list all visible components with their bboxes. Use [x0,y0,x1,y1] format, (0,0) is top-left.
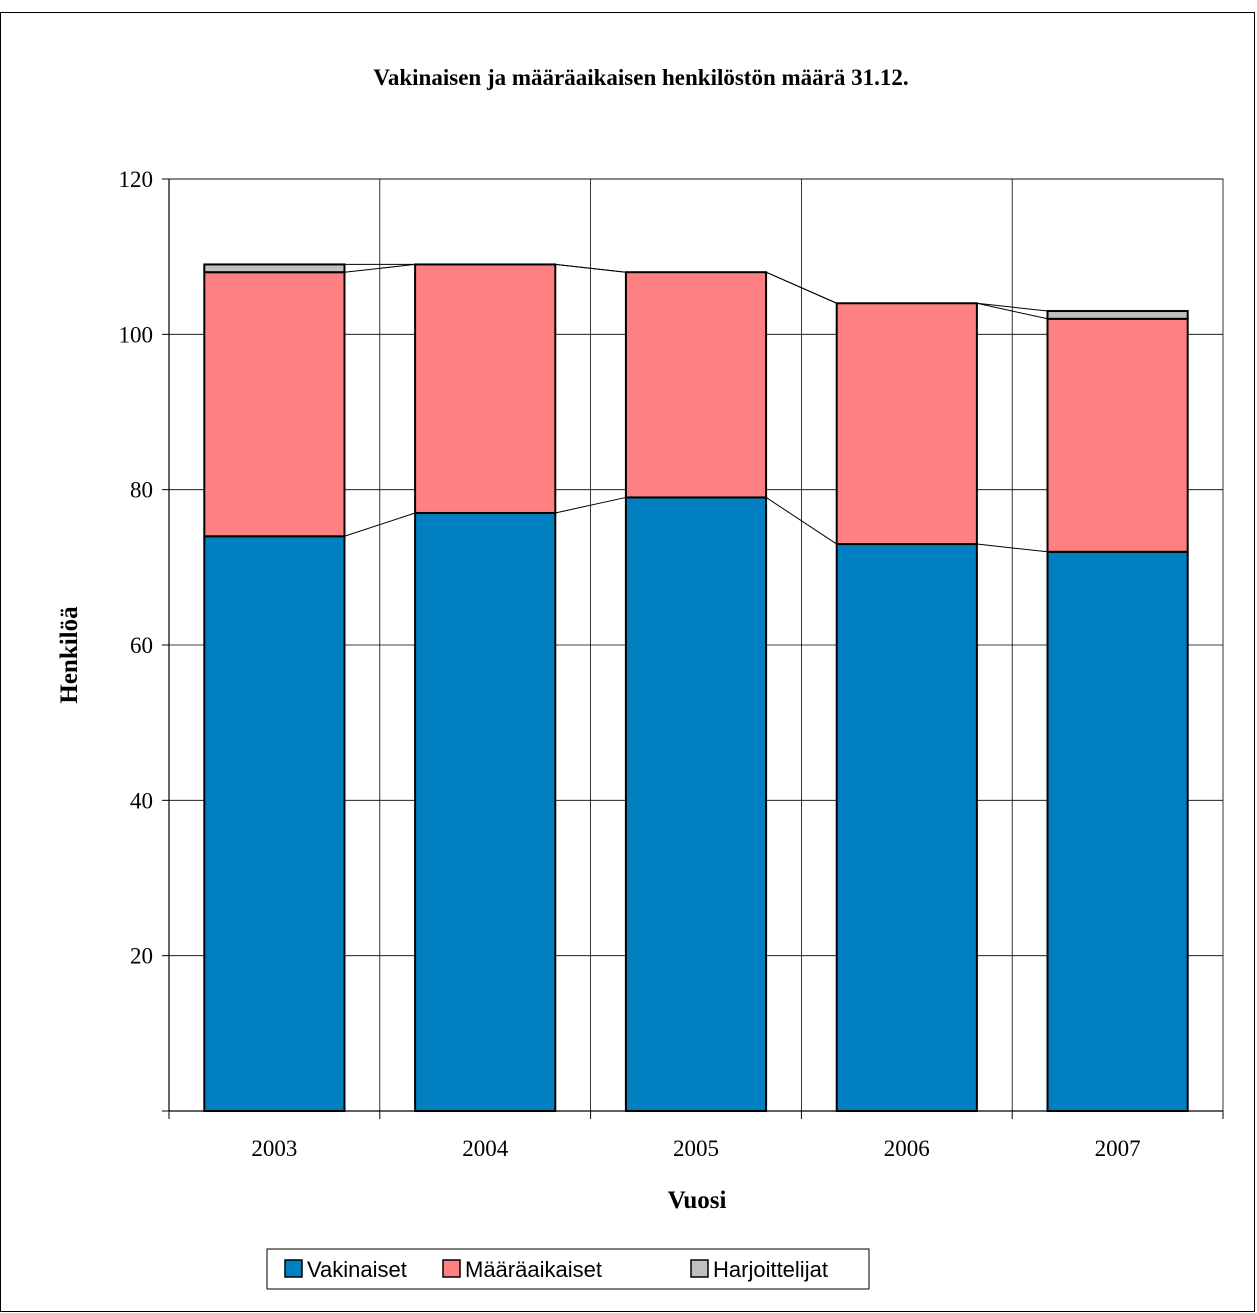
x-axis-label: Vuosi [668,1187,727,1214]
series-line-määräaikaiset [976,302,1048,320]
legend-label-määräaikaiset: Määräaikaiset [465,1257,602,1282]
legend-swatch-määräaikaiset [442,1259,461,1278]
legend: Vakinaiset Määräaikaiset Harjoittelijat [266,1248,870,1290]
bar-määräaikaiset-2003 [203,271,346,538]
bar-vakinaiset-2004 [414,511,557,1112]
series-line-harjoittelijat [765,271,837,304]
x-tick-label: 2003 [251,1136,297,1161]
bar-määräaikaiset-2005 [624,271,768,499]
series-lines [344,263,1048,553]
x-tick-label: 2005 [673,1136,719,1161]
chart-svg: Vakinaisen ja määräaikaisen henkilöstön … [56,65,1224,1290]
y-tick-label: 40 [130,788,153,813]
y-tick-label: 20 [130,944,153,969]
y-axis-label: Henkilöä [56,606,83,704]
bar-vakinaiset-2006 [835,543,978,1112]
legend-swatch-vakinaiset [284,1259,303,1278]
x-tick-label: 2007 [1095,1136,1141,1161]
chart-frame: Vakinaisen ja määräaikaisen henkilöstön … [0,12,1255,1312]
bar-määräaikaiset-2004 [414,263,557,514]
y-tick-label: 60 [130,633,153,658]
legend-swatch-harjoittelijat [690,1259,709,1278]
legend-box [266,1248,870,1290]
bar-harjoittelijat-2007 [1046,310,1189,320]
y-tick-label: 120 [119,167,154,192]
x-tick-label: 2004 [462,1136,509,1161]
legend-label-vakinaiset: Vakinaiset [307,1257,407,1282]
bar-harjoittelijat-2003 [203,263,346,274]
chart-title: Vakinaisen ja määräaikaisen henkilöstön … [373,65,908,90]
bar-määräaikaiset-2007 [1046,317,1189,553]
y-tick-label: 100 [119,322,154,347]
y-tick-label: 80 [130,478,153,503]
series-line-harjoittelijat [976,302,1048,312]
series-line-määräaikaiset [344,263,416,273]
series-line-vakinaiset [765,497,837,545]
bar-layer [203,263,1189,1112]
x-tick-label: 2006 [884,1136,930,1161]
series-line-harjoittelijat [555,263,626,273]
bar-määräaikaiset-2006 [835,302,978,546]
bar-vakinaiset-2005 [624,496,768,1112]
series-line-vakinaiset [555,496,627,514]
bar-vakinaiset-2003 [203,535,346,1112]
series-line-vakinaiset [976,543,1048,553]
series-line-vakinaiset [344,512,416,537]
legend-label-harjoittelijat: Harjoittelijat [713,1257,828,1282]
axis-layer: 20 40 60 80 100 120 2003 2004 2005 2006 2007 [119,167,1224,1161]
bar-vakinaiset-2007 [1046,550,1189,1112]
